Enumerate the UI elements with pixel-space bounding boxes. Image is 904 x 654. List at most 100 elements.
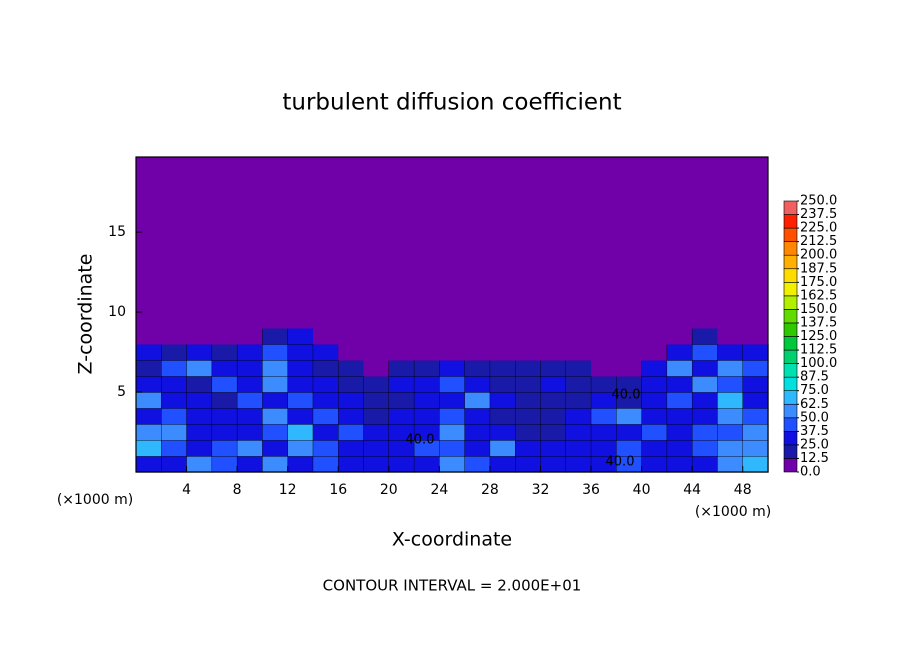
contour-cell xyxy=(186,375,213,393)
colorbar-swatch xyxy=(783,390,798,405)
contour-cell xyxy=(413,391,440,409)
contour-cell xyxy=(439,439,466,457)
contour-cell xyxy=(464,328,491,345)
contour-cell xyxy=(236,375,263,393)
contour-cell xyxy=(388,312,415,329)
contour-cell xyxy=(236,455,263,473)
chart-title: turbulent diffusion coefficient xyxy=(282,90,621,116)
contour-cell xyxy=(464,439,491,457)
contour-cell xyxy=(211,312,238,329)
colorbar-swatch xyxy=(783,444,798,459)
contour-cell xyxy=(515,423,542,441)
x-tick-label: 16 xyxy=(329,482,347,498)
contour-cell xyxy=(161,423,188,441)
colorbar-swatch xyxy=(783,322,798,337)
contour-cell xyxy=(414,328,440,345)
contour-cell xyxy=(262,455,289,473)
contour-cell xyxy=(388,344,415,361)
contour-cell xyxy=(211,423,238,441)
contour-cell xyxy=(489,407,516,425)
contour-cell xyxy=(161,407,188,425)
colorbar-swatch xyxy=(783,241,798,256)
contour-cell xyxy=(641,407,668,425)
x-tick-label: 20 xyxy=(380,482,398,498)
contour-cell xyxy=(338,391,365,409)
contour-cell xyxy=(312,407,339,425)
contour-cell xyxy=(691,439,719,457)
contour-cell xyxy=(515,344,541,361)
x-tick-label: 8 xyxy=(233,482,242,498)
colorbar-label: 237.5 xyxy=(800,207,837,222)
colorbar-swatch xyxy=(783,309,798,324)
contour-cell xyxy=(591,328,617,345)
contour-cell xyxy=(161,312,187,329)
contour-cell xyxy=(489,375,516,393)
contour-cell xyxy=(439,359,466,377)
contour-cell xyxy=(363,328,390,345)
footer-note: CONTOUR INTERVAL = 2.000E+01 xyxy=(323,577,582,595)
contour-cell xyxy=(742,455,769,473)
contour-cell xyxy=(186,391,213,409)
contour-cell xyxy=(135,455,162,473)
contour-cell xyxy=(135,391,162,409)
contour-cell xyxy=(666,343,693,361)
contour-cell xyxy=(262,439,289,457)
contour-cell xyxy=(236,439,263,457)
contour-cell xyxy=(540,359,567,377)
colorbar-label: 225.0 xyxy=(800,221,837,236)
contour-cell xyxy=(489,391,516,409)
contour-cell xyxy=(312,328,339,345)
contour-cell xyxy=(590,407,617,425)
x-unit-label: (×1000 m) xyxy=(695,504,771,520)
contour-cell xyxy=(287,327,314,345)
contour-label: 40.0 xyxy=(612,388,641,403)
contour-cell xyxy=(211,455,238,473)
contour-cell xyxy=(338,328,364,345)
x-tick-label: 24 xyxy=(430,482,448,498)
contour-cell xyxy=(742,343,769,361)
contour-cell xyxy=(565,328,592,345)
contour-cell xyxy=(388,455,415,473)
contour-cell xyxy=(565,359,592,377)
contour-cell xyxy=(287,343,314,361)
contour-cell xyxy=(591,360,617,377)
contour-cell xyxy=(161,343,188,361)
colorbar-label: 187.5 xyxy=(800,261,837,276)
contour-cell xyxy=(666,391,693,409)
contour-cell xyxy=(135,343,162,361)
contour-cell xyxy=(666,407,693,425)
plot-frame xyxy=(135,156,769,473)
contour-cell xyxy=(717,391,744,409)
x-tick-label: 44 xyxy=(683,482,701,498)
contour-cell xyxy=(135,407,162,425)
colorbar-label: 62.5 xyxy=(800,397,829,412)
contour-cell xyxy=(717,375,744,393)
colorbar-label: 12.5 xyxy=(800,451,829,466)
y-tick-label: 10 xyxy=(108,304,126,320)
contour-cell xyxy=(464,312,491,329)
contour-cell xyxy=(262,327,289,345)
contour-cell xyxy=(641,359,668,377)
contour-cell xyxy=(211,375,238,393)
contour-cell xyxy=(287,375,314,393)
contour-cell xyxy=(312,391,339,409)
contour-cell xyxy=(363,423,390,441)
colorbar-swatch xyxy=(783,254,798,270)
contour-cell xyxy=(742,407,769,425)
contour-cell xyxy=(186,359,213,377)
x-tick-label: 12 xyxy=(279,482,297,498)
contour-cell xyxy=(262,423,289,441)
contour-cell xyxy=(515,312,541,329)
contour-cell xyxy=(312,423,339,441)
contour-cell xyxy=(666,423,693,441)
contour-cell xyxy=(717,455,744,473)
contour-cell xyxy=(565,439,592,457)
contour-cell xyxy=(312,359,339,377)
contour-cell xyxy=(413,407,440,425)
x-tick-label: 4 xyxy=(182,482,191,498)
contour-cell xyxy=(742,359,769,377)
contour-cell xyxy=(135,375,162,393)
contour-cell xyxy=(717,407,744,425)
contour-cell xyxy=(691,391,719,409)
contour-cell xyxy=(565,407,592,425)
